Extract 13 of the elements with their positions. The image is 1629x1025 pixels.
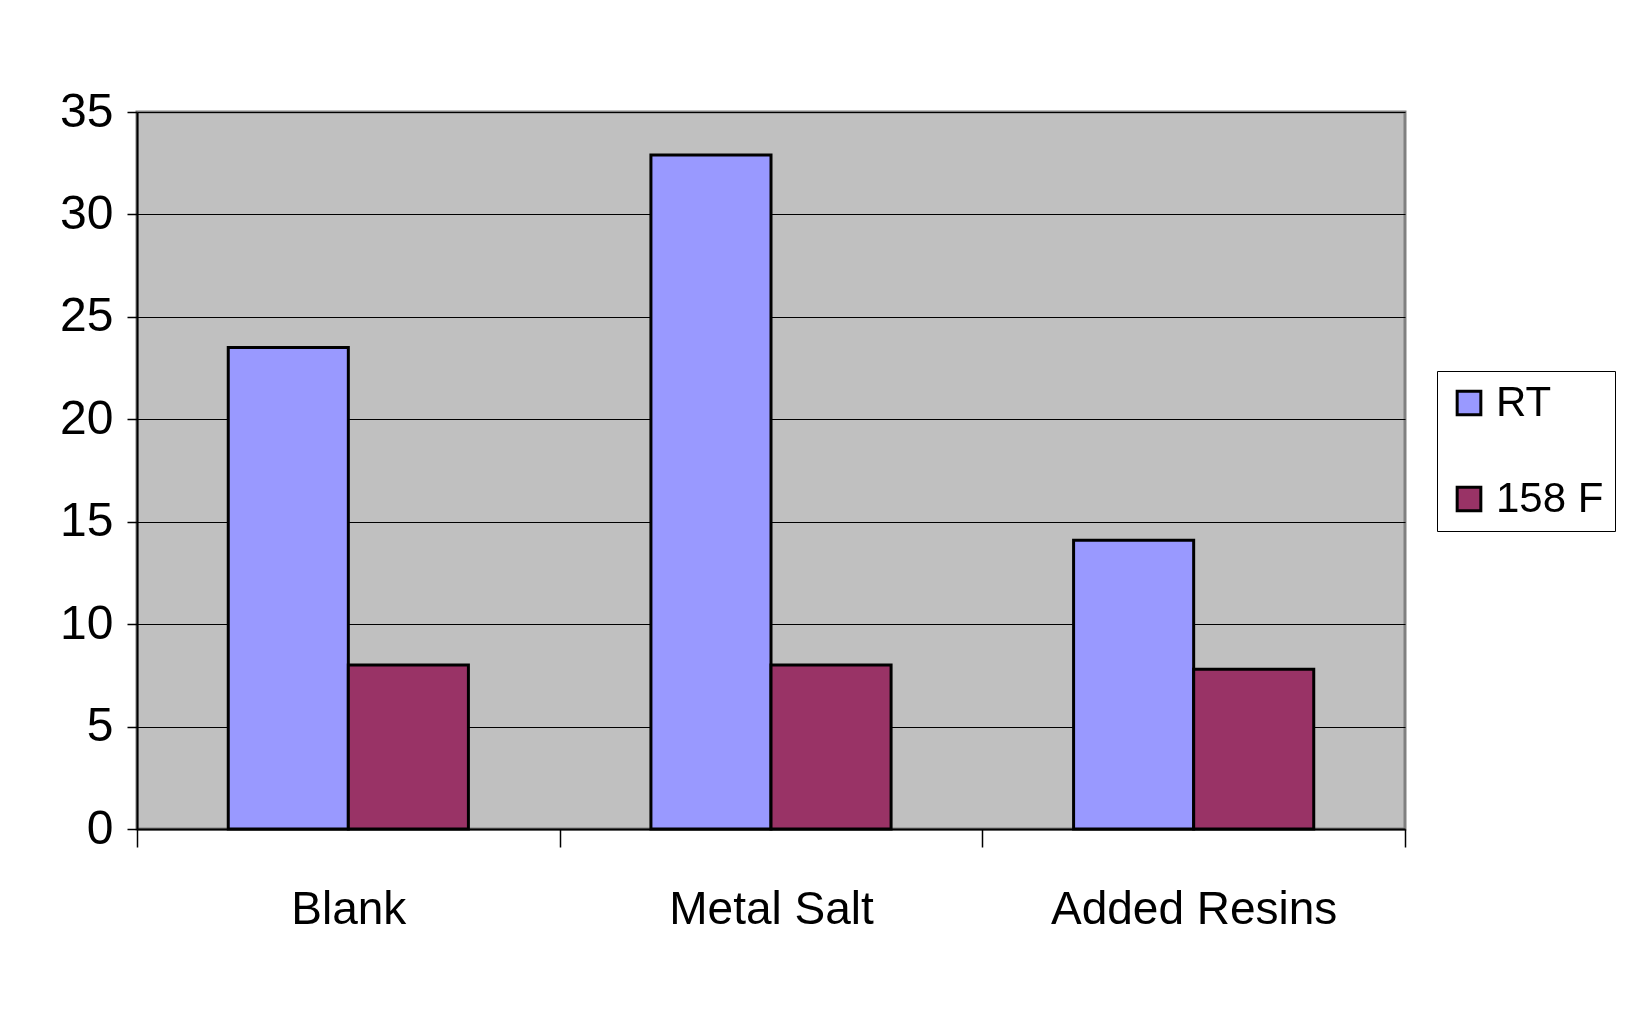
x-tick-label: Added Resins [1050,881,1338,934]
y-tick-label: 35 [60,83,114,137]
y-tick-label: 5 [86,698,114,752]
x-tick-label: Metal Salt [669,881,874,934]
y-tick-label: 15 [60,493,114,547]
y-tick-label: 30 [60,185,114,239]
legend-label: RT [1496,378,1552,425]
y-tick-label: 0 [86,800,114,854]
y-tick-label: 20 [60,390,114,444]
y-tick-label: 25 [60,288,114,342]
x-tick-label: Blank [291,881,408,934]
legend-label: 158 F [1496,474,1604,521]
y-tick-label: 10 [60,595,114,649]
